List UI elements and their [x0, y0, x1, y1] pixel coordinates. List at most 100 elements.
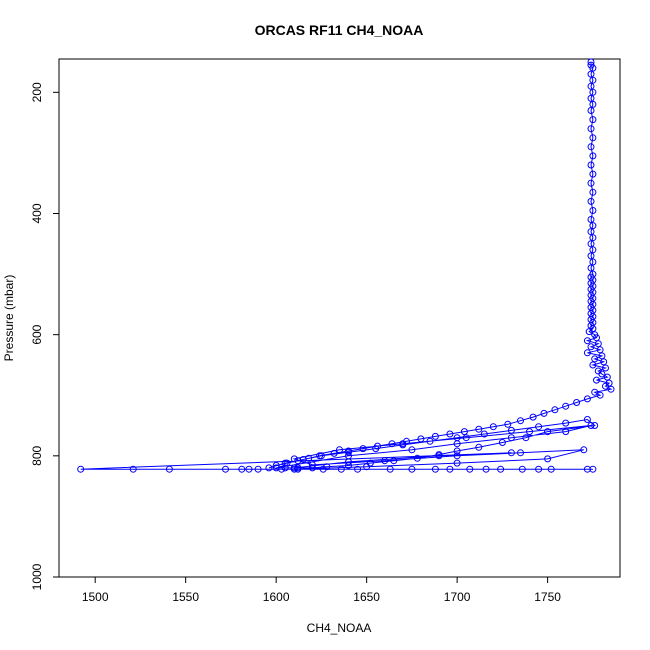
data-point [399, 440, 407, 448]
data-point [587, 125, 595, 133]
y-tick-label: 600 [30, 324, 44, 344]
data-point [589, 152, 597, 160]
x-tick-label: 1500 [82, 590, 109, 604]
data-point [600, 358, 608, 366]
data-point [594, 340, 602, 348]
data-point [587, 228, 595, 236]
data-point [453, 440, 461, 448]
data-point [544, 455, 552, 463]
data-point [587, 70, 595, 78]
data-point [602, 364, 609, 372]
data-point [413, 454, 421, 462]
y-axis-label: Pressure (mbar) [2, 275, 16, 362]
data-point [345, 448, 352, 456]
data-point [589, 76, 597, 84]
data-point [354, 465, 362, 473]
data-point [587, 422, 595, 429]
data-point [77, 465, 85, 473]
data-point [453, 452, 461, 460]
data-point [547, 465, 555, 473]
data-point [589, 116, 597, 124]
data-point [573, 399, 581, 406]
data-point [583, 349, 591, 357]
data-point [345, 458, 352, 466]
data-point [589, 361, 597, 369]
data-point [336, 446, 343, 454]
data-point [587, 343, 595, 351]
data-point [431, 432, 439, 440]
data-point [408, 446, 416, 454]
data-point [589, 88, 597, 96]
data-point [589, 465, 597, 473]
data-point [245, 465, 253, 473]
data-point [272, 462, 280, 469]
data-point [589, 234, 597, 242]
data-point [363, 463, 371, 471]
data-point [587, 161, 595, 169]
data-point [453, 459, 461, 467]
data-point [238, 465, 246, 473]
data-point [526, 428, 533, 436]
data-point [589, 188, 597, 196]
data-point [589, 207, 597, 214]
data-point [386, 465, 394, 473]
data-point [583, 337, 591, 345]
data-point [480, 430, 488, 438]
data-point [589, 170, 597, 178]
data-point [417, 435, 425, 443]
data-point [602, 382, 609, 390]
data-point [587, 107, 595, 114]
data-point [535, 465, 543, 473]
data-point [426, 437, 434, 445]
data-point [265, 464, 273, 472]
series-line [80, 62, 613, 470]
data-point [460, 428, 468, 436]
data-point [462, 434, 470, 442]
x-tick-label: 1550 [172, 590, 199, 604]
data-point [589, 246, 597, 254]
data-point [222, 465, 229, 473]
data-point [583, 416, 591, 423]
data-point [517, 417, 524, 425]
data-point [596, 346, 604, 354]
x-axis-label: CH4_NOAA [307, 621, 372, 635]
data-point [589, 222, 597, 230]
data-point [294, 465, 302, 473]
y-tick-label: 200 [30, 82, 44, 102]
data-point [408, 465, 416, 473]
data-point [591, 355, 599, 363]
x-tick-label: 1700 [444, 590, 471, 604]
data-point [290, 464, 298, 472]
data-point [551, 406, 559, 414]
data-point [585, 328, 593, 336]
data-point [129, 465, 137, 473]
data-point [489, 423, 497, 431]
data-point [403, 437, 410, 445]
data-point [482, 465, 490, 473]
data-point [587, 94, 595, 102]
data-point [359, 445, 367, 453]
data-point [446, 430, 454, 438]
data-point [517, 449, 524, 457]
data-point [431, 465, 439, 473]
data-point [504, 420, 512, 428]
data-point [435, 452, 443, 460]
data-point [587, 197, 595, 205]
data-point [587, 264, 595, 272]
data-point [317, 452, 325, 460]
data-point [453, 447, 461, 455]
data-point [308, 461, 316, 469]
data-point [281, 464, 289, 472]
data-point [308, 464, 316, 472]
data-point [598, 370, 606, 378]
data-point [507, 426, 515, 434]
data-point [498, 439, 506, 446]
chart-title: ORCAS RF11 CH4_NOAA [255, 22, 424, 38]
data-point [589, 134, 597, 142]
data-point [518, 465, 526, 473]
data-point [165, 465, 173, 473]
data-point [607, 385, 615, 393]
data-point [596, 391, 604, 399]
data-point [278, 465, 286, 473]
